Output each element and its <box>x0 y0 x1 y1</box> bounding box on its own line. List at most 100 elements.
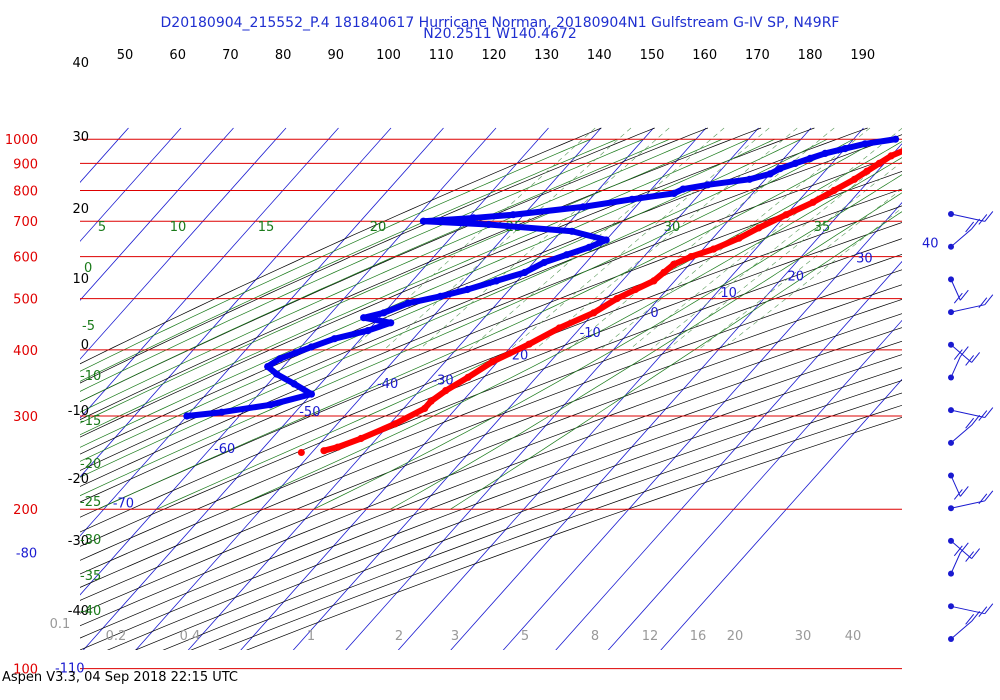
top-axis-label: 70 <box>222 48 239 63</box>
temperature-point-segment <box>710 235 742 253</box>
dewpoint-point-segment <box>842 140 869 152</box>
isotherm-label: -10 <box>580 326 601 341</box>
isotherm-line <box>0 128 76 680</box>
wind-barb <box>948 218 981 250</box>
isotherm-label: 10 <box>720 286 737 301</box>
isotherm-line <box>502 202 902 650</box>
left-axis-label: -40 <box>68 604 89 619</box>
isotherm-label: 30 <box>856 252 873 267</box>
dry-adiabat-line <box>80 205 902 533</box>
top-axis-label: 180 <box>798 48 823 63</box>
mixing-ratio-line <box>418 127 670 351</box>
top-axis-label: 90 <box>328 48 345 63</box>
isotherm-label: 20 <box>788 270 805 285</box>
dewpoint-point-segment <box>218 401 274 416</box>
wind-barbs <box>948 211 994 642</box>
dewpoint-point-segment <box>183 409 225 420</box>
isotherm-line <box>187 127 654 650</box>
isotherm-line <box>80 127 234 301</box>
mixing-ratio-label: 12 <box>642 629 659 644</box>
sounding-profiles <box>183 135 902 456</box>
wind-barb <box>948 414 981 446</box>
isotherm-line <box>450 143 902 650</box>
left-axis-label: 40 <box>72 56 89 71</box>
moist-adiabat-label: 0 <box>84 261 92 276</box>
mixing-ratio-label: 20 <box>727 629 744 644</box>
moist-adiabat-label: -30 <box>80 533 101 548</box>
isotherm-line <box>135 127 602 650</box>
mixing-ratio-label: 8 <box>591 629 599 644</box>
moist-adiabat-label: 15 <box>258 220 275 235</box>
pressure-label: 200 <box>13 503 38 518</box>
temperature-point-segment <box>428 387 449 405</box>
dewpoint-point-segment <box>267 391 315 408</box>
top-axis-label: 160 <box>692 48 717 63</box>
dewpoint-point-segment <box>563 244 593 258</box>
isotherm-line <box>80 127 444 537</box>
mixing-ratio-label: 40 <box>845 629 862 644</box>
pressure-label: 900 <box>13 157 38 172</box>
moist-adiabat-label: -25 <box>80 495 101 510</box>
dewpoint-point-segment <box>420 214 477 225</box>
grid-lines <box>0 127 902 680</box>
top-axis-label: 80 <box>275 48 292 63</box>
chart-subtitle: N20.2511 W140.4672 <box>423 26 577 42</box>
dry-adiabat-line <box>246 416 902 650</box>
top-axis-label: 50 <box>117 48 134 63</box>
top-axis-label: 170 <box>745 48 770 63</box>
moist-adiabat-line <box>80 138 828 478</box>
pressure-label: 100 <box>13 663 38 678</box>
moist-adiabat-label: 30 <box>664 220 681 235</box>
moist-adiabat-label: -10 <box>80 369 101 384</box>
left-axis-label: 10 <box>72 272 89 287</box>
footer-text: Aspen V3.3, 04 Sep 2018 22:15 UTC <box>2 670 239 685</box>
pressure-label: 300 <box>13 410 38 425</box>
dewpoint-point-segment <box>485 221 575 235</box>
dewpoint-point-segment <box>273 371 298 387</box>
temperature-point-segment <box>392 405 428 427</box>
mixing-ratio-line <box>534 127 798 351</box>
wind-barb <box>948 490 994 512</box>
isotherm-line <box>607 319 902 650</box>
dewpoint-point-segment <box>580 196 635 210</box>
temperature-point-segment <box>831 176 858 194</box>
chart-title: D20180904_215552_P.4 181840617 Hurricane… <box>160 15 840 31</box>
pressure-label: 1000 <box>5 133 38 148</box>
temperature-point-segment <box>526 324 563 348</box>
dewpoint-point-segment <box>680 181 711 193</box>
dry-adiabat-line <box>80 327 902 639</box>
temperature-point-segment <box>556 309 597 331</box>
dewpoint-point-segment <box>862 136 899 147</box>
moist-adiabat-label: 35 <box>814 220 831 235</box>
pressure-label: 500 <box>13 293 38 308</box>
isotherm-line <box>80 127 392 478</box>
dewpoint-point-segment <box>405 293 444 307</box>
dewpoint-point-segment <box>308 335 338 351</box>
dewpoint-point-segment <box>291 380 315 398</box>
moist-adiabat-label: 5 <box>98 220 106 235</box>
isotherm-line <box>80 127 497 596</box>
left-axis-label: 0 <box>81 338 89 353</box>
isotherm-label: -50 <box>299 405 320 420</box>
dry-adiabat-line <box>80 188 902 518</box>
temperature-point-segment <box>670 253 695 268</box>
dewpoint-point-segment <box>331 327 371 342</box>
pressure-label: 800 <box>13 185 38 200</box>
wind-barb <box>948 346 969 381</box>
dry-adiabat-line <box>80 298 902 614</box>
dry-adiabat-line <box>134 367 902 650</box>
mixing-ratio-line <box>351 127 596 351</box>
isotherm-line <box>80 127 182 242</box>
isotherm-line <box>240 127 707 650</box>
wind-barb <box>948 407 994 421</box>
dewpoint-point-segment <box>493 269 528 284</box>
isotherm-line <box>292 127 759 650</box>
dry-adiabat-line <box>80 127 655 384</box>
mixing-ratio-label: 5 <box>521 629 529 644</box>
mixing-ratio-line <box>698 188 902 351</box>
mixing-ratio-label: 2 <box>395 629 403 644</box>
temperature-point-segment <box>489 341 533 365</box>
dry-adiabat-line <box>80 340 902 650</box>
left-axis-label: 20 <box>72 202 89 217</box>
mixing-ratio-line <box>567 127 835 351</box>
